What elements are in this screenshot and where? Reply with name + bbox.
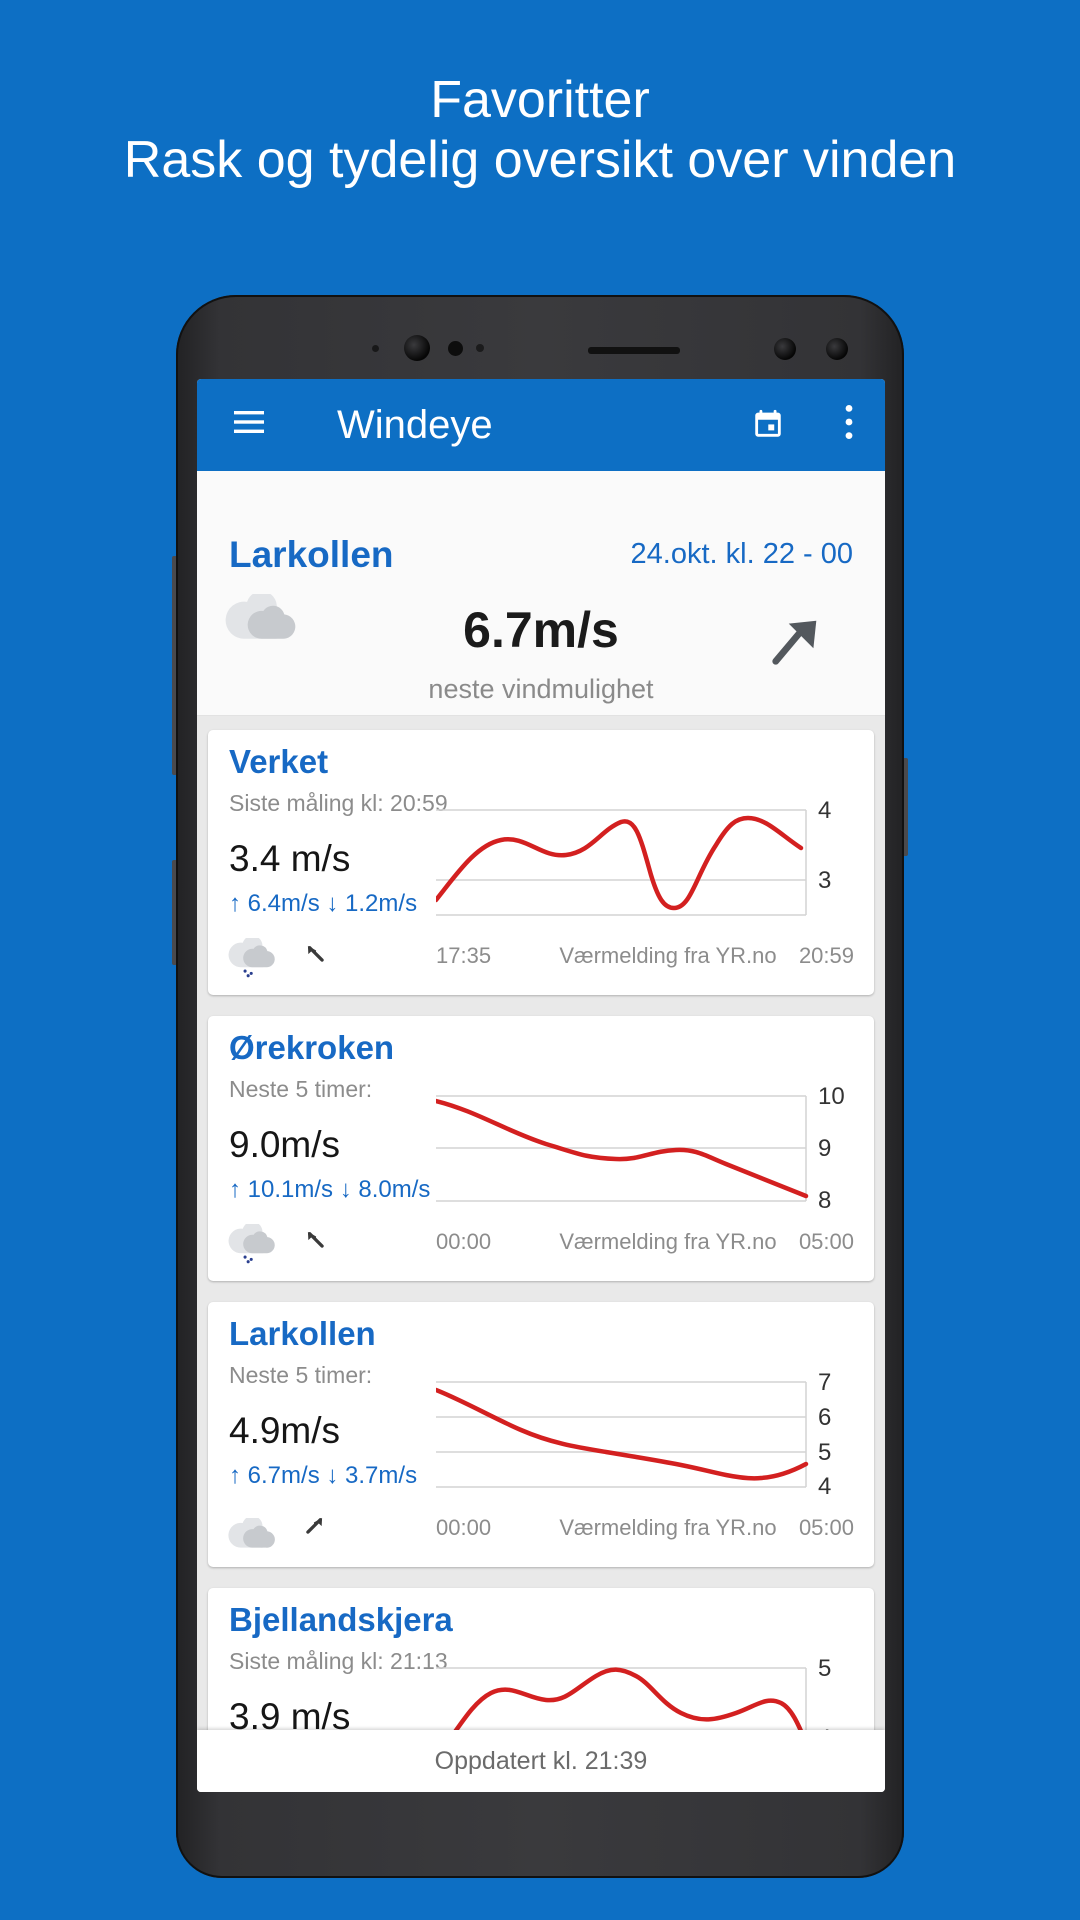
svg-text:8: 8	[818, 1187, 831, 1214]
svg-text:9: 9	[818, 1135, 831, 1162]
svg-text:10: 10	[818, 1086, 845, 1110]
svg-text:5: 5	[818, 1658, 831, 1682]
svg-text:6: 6	[818, 1404, 831, 1431]
svg-text:7: 7	[818, 1372, 831, 1396]
svg-text:4: 4	[818, 800, 831, 824]
svg-text:3: 3	[818, 867, 831, 894]
svg-text:5: 5	[818, 1439, 831, 1466]
svg-text:4: 4	[818, 1473, 831, 1500]
